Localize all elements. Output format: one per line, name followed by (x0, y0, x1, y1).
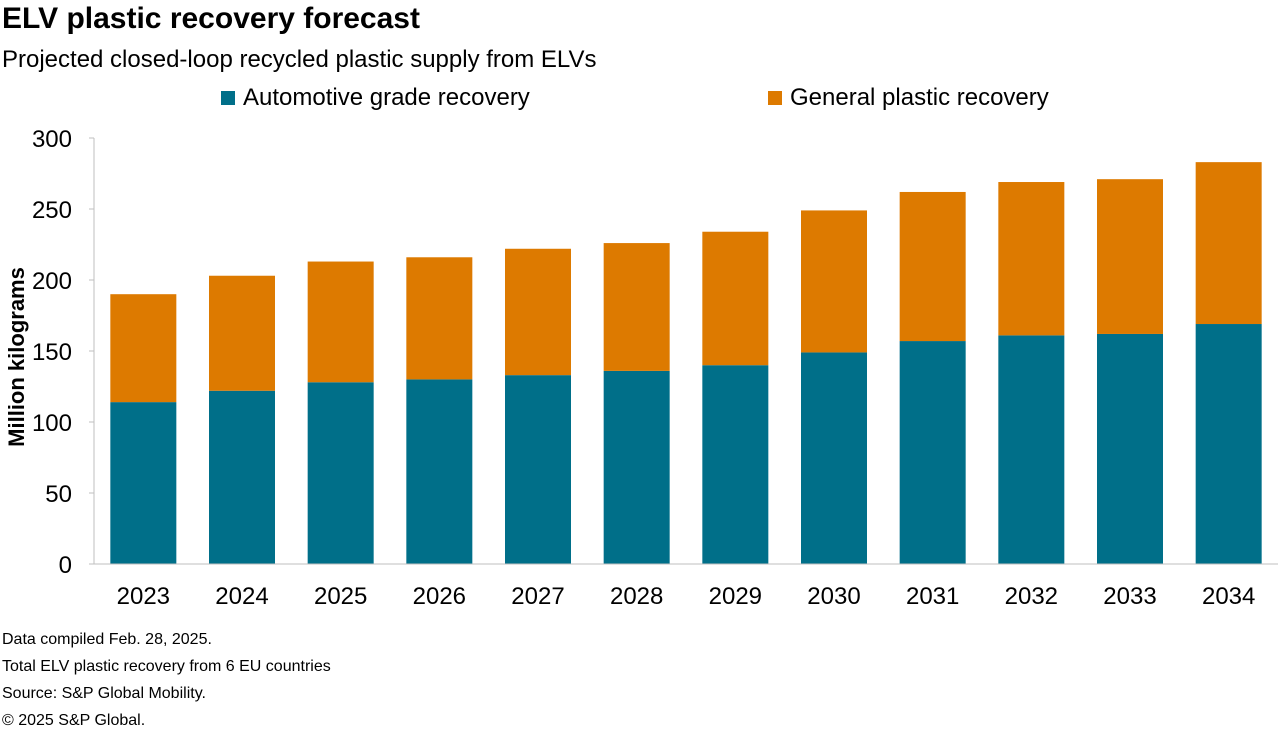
x-tick-label: 2024 (215, 583, 268, 610)
bar-general-2031 (899, 191, 966, 342)
footnote-scope: Total ELV plastic recovery from 6 EU cou… (2, 658, 331, 675)
bar-automotive-2030 (801, 352, 867, 564)
bar-general-2034 (1195, 162, 1262, 325)
x-tick-label: 2034 (1202, 583, 1255, 610)
bar-automotive-2029 (702, 365, 769, 564)
bar-automotive-2031 (899, 341, 966, 564)
y-tick-label: 200 (32, 268, 72, 295)
footnote-data-compiled: Data compiled Feb. 28, 2025. (2, 631, 212, 648)
bar-automotive-2033 (1097, 333, 1163, 564)
legend-item-general: General plastic recovery (768, 84, 1049, 112)
bar-automotive-2034 (1195, 324, 1262, 564)
x-tick-label: 2030 (807, 583, 860, 610)
x-tick-label: 2028 (610, 583, 663, 610)
y-tick-label: 50 (45, 481, 72, 508)
bar-general-2027 (505, 248, 571, 376)
bar-general-2024 (209, 275, 275, 391)
stacked-bar-chart: 0 50 100 150 200 250 300 Million kilograms 2023 2… (4, 126, 1278, 610)
bar-general-2025 (307, 261, 374, 383)
bar-general-2032 (998, 182, 1065, 336)
legend-label-automotive: Automotive grade recovery (243, 84, 530, 111)
legend-item-automotive: Automotive grade recovery (221, 84, 530, 112)
chart-title: ELV plastic recovery forecast (2, 2, 420, 35)
x-tick-label: 2026 (413, 583, 466, 610)
footnote-copyright: © 2025 S&P Global. (2, 712, 146, 729)
y-axis-label: Million kilograms (4, 267, 29, 447)
y-tick-label: 150 (32, 339, 72, 366)
x-tick-label: 2033 (1103, 583, 1156, 610)
bar-automotive-2032 (998, 335, 1065, 564)
x-tick-label: 2032 (1005, 583, 1058, 610)
y-tick-label: 100 (32, 410, 72, 437)
bar-general-2023 (110, 294, 177, 403)
bar-automotive-2023 (110, 402, 177, 564)
x-tick-label: 2031 (906, 583, 959, 610)
footnotes: Data compiled Feb. 28, 2025. Total ELV p… (2, 626, 331, 734)
bar-general-2028 (603, 243, 670, 371)
y-tick-label: 250 (32, 197, 72, 224)
x-tick-label: 2025 (314, 583, 367, 610)
y-tick-label: 300 (32, 126, 72, 153)
x-tick-label: 2029 (709, 583, 762, 610)
footnote-source: Source: S&P Global Mobility. (2, 685, 206, 702)
legend: Automotive grade recovery General plasti… (0, 84, 1280, 114)
bar-automotive-2026 (406, 379, 473, 564)
bar-general-2030 (801, 210, 867, 353)
chart-subtitle: Projected closed-loop recycled plastic s… (2, 46, 597, 73)
bar-automotive-2027 (505, 375, 571, 564)
bar-general-2029 (702, 231, 769, 366)
legend-label-general: General plastic recovery (790, 84, 1049, 111)
bar-automotive-2025 (307, 382, 374, 564)
bar-automotive-2028 (603, 370, 670, 564)
legend-swatch-general (768, 91, 782, 105)
x-tick-label: 2027 (511, 583, 564, 610)
x-tick-label: 2023 (117, 583, 170, 610)
bar-general-2033 (1097, 179, 1163, 334)
bar-general-2026 (406, 257, 473, 380)
legend-swatch-automotive (221, 91, 235, 105)
y-tick-label: 0 (59, 552, 72, 579)
bar-automotive-2024 (209, 390, 275, 564)
